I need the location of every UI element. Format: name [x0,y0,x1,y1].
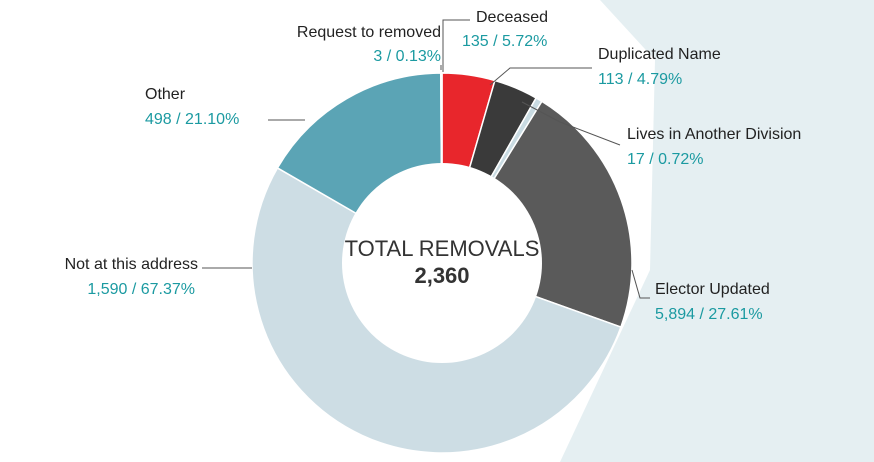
value-label: 135 / 5.72% [462,33,547,50]
donut-hole [342,163,542,363]
leader-line [489,67,592,86]
slice-label: Duplicated Name [598,46,721,63]
value-label: 113 / 4.79% [598,71,682,88]
slice-label: Not at this address [65,256,198,273]
slice [440,72,443,264]
leader-line [442,19,470,72]
leader-line [631,269,650,299]
center-label: TOTAL REMOVALS [345,236,540,261]
slice-label: Elector Updated [655,281,770,298]
slice-label: Lives in Another Division [627,126,801,143]
slice-label: Other [145,86,186,103]
value-label: 17 / 0.72% [627,151,704,168]
center-total: 2,360 [414,263,469,288]
leader-line [521,101,621,146]
value-label: 1,590 / 67.37% [87,281,195,298]
value-label: 5,894 / 27.61% [655,306,763,323]
slice-label: Deceased [476,9,548,26]
background-shape [560,0,874,462]
value-label: 498 / 21.10% [145,111,239,128]
slice-label: Request to removed [297,24,441,41]
value-label: 3 / 0.13% [373,48,441,65]
